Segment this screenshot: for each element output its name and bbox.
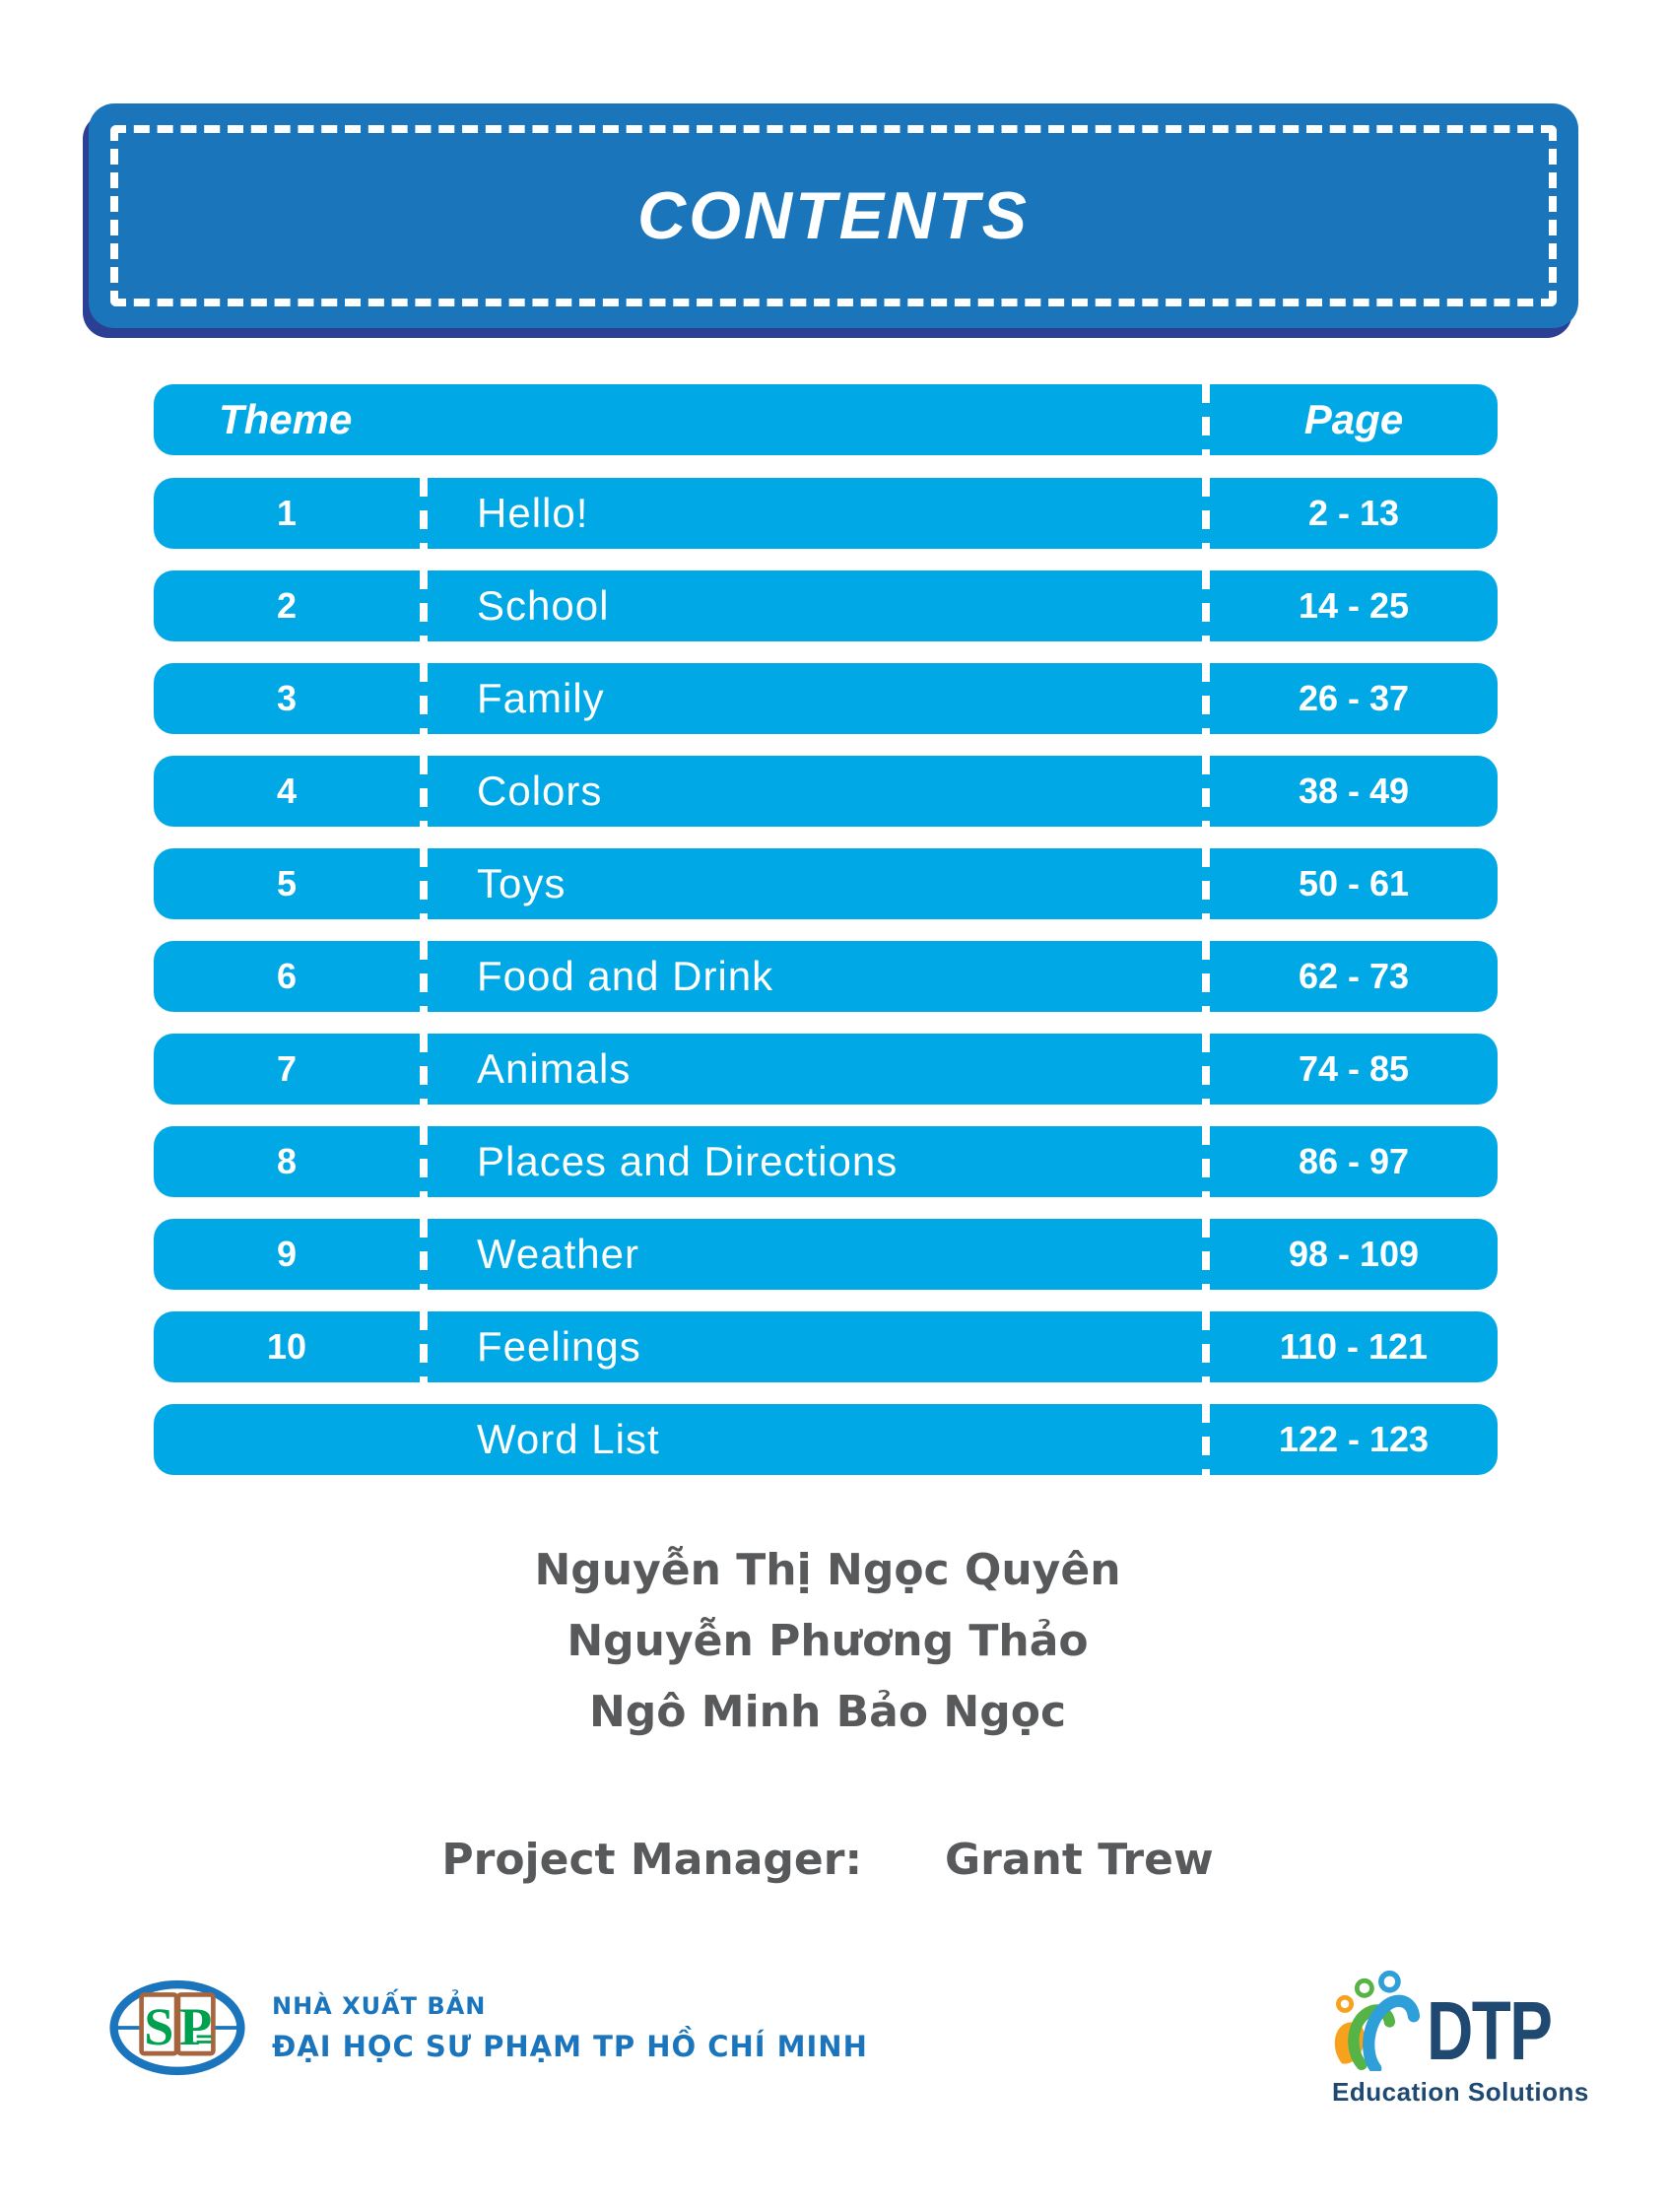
dashed-divider <box>1202 663 1210 734</box>
toc-row-theme: Food and Drink <box>477 953 774 999</box>
toc-row-pages: 50 - 61 <box>1298 863 1410 904</box>
toc-row-number: 10 <box>266 1326 307 1367</box>
page-title: CONTENTS <box>637 178 1030 253</box>
toc-row-pages: 86 - 97 <box>1298 1141 1410 1181</box>
toc-row: 1 Hello! 2 - 13 <box>154 478 1498 549</box>
toc-row-theme: Word List <box>477 1416 660 1462</box>
toc-row-theme: Toys <box>477 860 567 906</box>
authors-block: Nguyễn Thị Ngọc Quyên Nguyễn Phương Thảo… <box>0 1535 1655 1748</box>
toc-row-number <box>154 1404 420 1475</box>
toc-row-pages: 38 - 49 <box>1298 771 1410 811</box>
toc-row-pages: 74 - 85 <box>1298 1048 1410 1089</box>
dashed-divider <box>420 941 428 1012</box>
toc-row-pages: 14 - 25 <box>1298 585 1410 626</box>
dtp-tagline: Education Solutions <box>1332 2077 1589 2107</box>
toc-row-word-list: Word List 122 - 123 <box>154 1404 1498 1475</box>
sp-publisher-logo-icon: S P <box>109 1979 245 2076</box>
toc-row-number: 8 <box>276 1141 298 1181</box>
contents-banner: CONTENTS <box>89 103 1578 328</box>
toc-row-theme: Animals <box>477 1045 632 1092</box>
project-manager-name: Grant Trew <box>945 1835 1214 1885</box>
toc-row-theme: Feelings <box>477 1323 641 1370</box>
dtp-wordmark: DTP <box>1427 1984 1553 2078</box>
author-name: Nguyễn Phương Thảo <box>567 1616 1089 1666</box>
toc-row-pages: 62 - 73 <box>1298 956 1410 996</box>
author-name: Nguyễn Thị Ngọc Quyên <box>534 1545 1121 1595</box>
dashed-divider <box>1202 1126 1210 1197</box>
toc-row-number: 6 <box>276 956 298 996</box>
svg-text:S: S <box>144 1997 173 2056</box>
project-manager-line: Project Manager: Grant Trew <box>0 1835 1655 1885</box>
dashed-divider <box>1202 570 1210 641</box>
dashed-divider <box>1202 848 1210 919</box>
dashed-divider <box>1202 941 1210 1012</box>
toc-row-pages: 110 - 121 <box>1279 1326 1429 1367</box>
dashed-divider <box>1202 1404 1210 1475</box>
toc-row-theme: Hello! <box>477 490 589 536</box>
toc-table: Theme Page 1 Hello! 2 - 13 2 School 14 -… <box>154 384 1498 1497</box>
dtp-people-figures-icon <box>1334 1970 1421 2071</box>
toc-row: 5 Toys 50 - 61 <box>154 848 1498 919</box>
toc-row: 4 Colors 38 - 49 <box>154 756 1498 827</box>
dashed-divider <box>420 1219 428 1290</box>
toc-row-theme: Places and Directions <box>477 1138 899 1184</box>
toc-row: 8 Places and Directions 86 - 97 <box>154 1126 1498 1197</box>
dashed-divider <box>420 663 428 734</box>
toc-row-number: 2 <box>276 585 298 626</box>
dashed-divider <box>420 478 428 549</box>
publisher-name-line2: ĐẠI HỌC SƯ PHẠM TP HỒ CHÍ MINH <box>272 2030 868 2063</box>
dashed-divider <box>1202 1219 1210 1290</box>
dashed-divider <box>420 756 428 827</box>
publisher-block: S P NHÀ XUẤT BẢN ĐẠI HỌC SƯ PHẠM TP HỒ C… <box>108 1978 868 2077</box>
page-column-header: Page <box>1303 396 1404 442</box>
project-manager-label: Project Manager: <box>441 1835 863 1885</box>
theme-column-header: Theme <box>219 396 353 442</box>
toc-row-number: 3 <box>276 678 298 718</box>
publisher-name-line1: NHÀ XUẤT BẢN <box>272 1992 487 2020</box>
toc-header-row: Theme Page <box>154 384 1498 455</box>
dashed-divider <box>420 1126 428 1197</box>
toc-row-pages: 98 - 109 <box>1288 1234 1420 1274</box>
toc-row-pages: 122 - 123 <box>1278 1419 1430 1459</box>
dashed-divider <box>1202 1034 1210 1105</box>
toc-row-theme: School <box>477 582 610 629</box>
toc-row-number: 4 <box>276 771 298 811</box>
dashed-divider <box>1202 1311 1210 1382</box>
toc-row-theme: Colors <box>477 768 603 814</box>
toc-row-pages: 2 - 13 <box>1307 493 1400 533</box>
toc-row: 6 Food and Drink 62 - 73 <box>154 941 1498 1012</box>
toc-row-number: 7 <box>276 1048 298 1089</box>
toc-row-theme: Weather <box>477 1231 639 1277</box>
dashed-divider <box>1202 478 1210 549</box>
svg-text:P: P <box>179 1997 212 2056</box>
toc-row-theme: Family <box>477 675 605 721</box>
toc-row-number: 5 <box>276 863 298 904</box>
author-name: Ngô Minh Bảo Ngọc <box>588 1687 1067 1737</box>
toc-row-pages: 26 - 37 <box>1298 678 1410 718</box>
dashed-divider <box>420 1034 428 1105</box>
toc-row-number: 9 <box>276 1234 298 1274</box>
dashed-divider <box>1202 756 1210 827</box>
toc-row: 10 Feelings 110 - 121 <box>154 1311 1498 1382</box>
toc-row: 3 Family 26 - 37 <box>154 663 1498 734</box>
dashed-divider <box>420 1311 428 1382</box>
toc-row: 7 Animals 74 - 85 <box>154 1034 1498 1105</box>
dashed-divider <box>420 848 428 919</box>
dashed-divider <box>1202 384 1210 455</box>
toc-row-number: 1 <box>276 493 298 533</box>
contents-banner-dashed-frame: CONTENTS <box>110 125 1557 306</box>
toc-row: 2 School 14 - 25 <box>154 570 1498 641</box>
dtp-block: DTP Education Solutions <box>1332 1969 1608 2108</box>
toc-row: 9 Weather 98 - 109 <box>154 1219 1498 1290</box>
dashed-divider <box>420 570 428 641</box>
